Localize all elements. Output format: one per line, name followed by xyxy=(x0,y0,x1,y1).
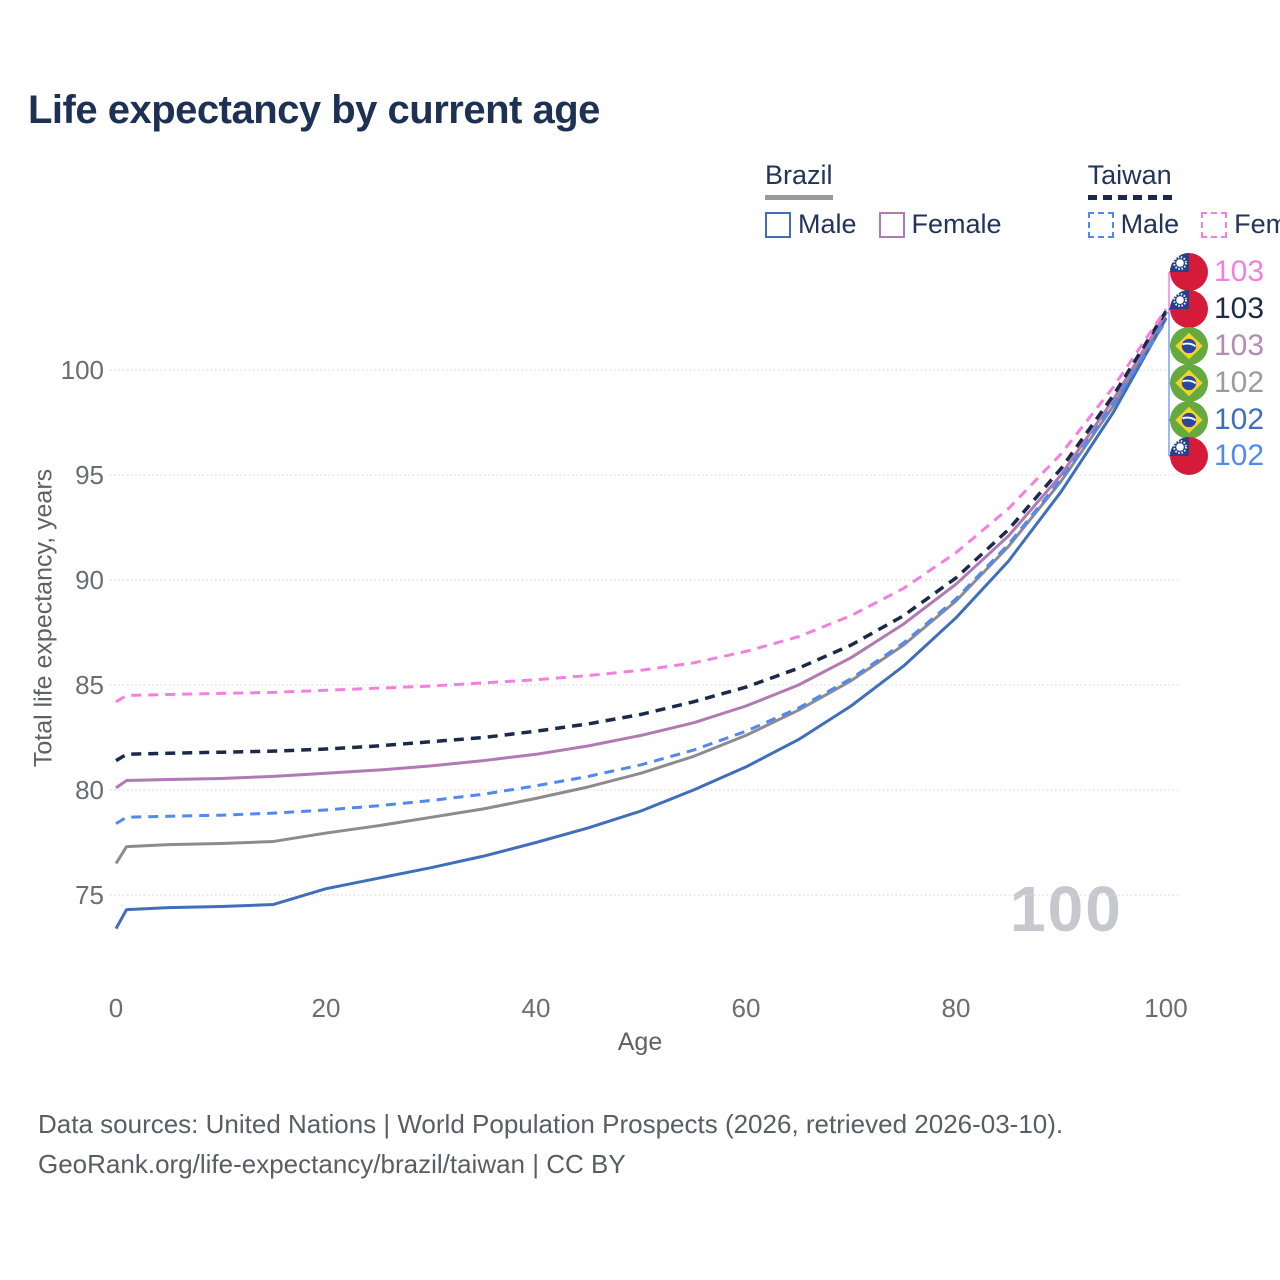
brazil-female-swatch xyxy=(878,211,905,238)
brazil-flag-icon xyxy=(1170,327,1208,365)
series-end-label: 103 xyxy=(1170,253,1264,291)
legend-title-taiwan[interactable]: Taiwan xyxy=(1087,160,1172,200)
y-tick-label: 90 xyxy=(75,565,104,595)
y-tick-label: 100 xyxy=(60,355,104,385)
x-tick-label: 80 xyxy=(941,993,971,1023)
legend-item-taiwan-male[interactable]: Male xyxy=(1087,209,1179,240)
footer-line2: GeoRank.org/life-expectancy/brazil/taiwa… xyxy=(38,1149,626,1179)
legend-title-brazil[interactable]: Brazil xyxy=(765,160,833,200)
age-counter-watermark: 100 xyxy=(1010,873,1123,945)
series-line-taiwan-male[interactable] xyxy=(115,319,1168,825)
series-end-label: 102 xyxy=(1170,401,1264,439)
x-tick-label: 60 xyxy=(731,993,761,1023)
taiwan-male-swatch xyxy=(1087,211,1114,238)
series-line-brazil-female[interactable] xyxy=(115,312,1168,790)
taiwan-line-sample xyxy=(1087,195,1172,200)
taiwan-female-swatch xyxy=(1201,211,1228,238)
x-axis-title: Age xyxy=(617,1028,663,1056)
legend-item-brazil-female[interactable]: Female xyxy=(878,209,1002,240)
x-tick-label: 40 xyxy=(521,993,551,1023)
data-source-footer: Data sources: United Nations | World Pop… xyxy=(38,1104,1063,1184)
series-line-brazil-male[interactable] xyxy=(114,317,1168,930)
y-axis-title: Total life expectancy, years xyxy=(29,468,58,768)
series-end-label: 102 xyxy=(1170,364,1264,402)
legend-group-taiwan: Taiwan Male Female xyxy=(1087,160,1280,240)
legend-item-brazil-male[interactable]: Male xyxy=(765,209,857,240)
brazil-flag-icon xyxy=(1170,401,1208,439)
taiwan-flag-icon xyxy=(1170,253,1208,291)
page-title: Life expectancy by current age xyxy=(28,88,600,132)
series-line-taiwan-female[interactable] xyxy=(115,308,1168,704)
brazil-line-sample xyxy=(765,195,833,200)
y-tick-label: 85 xyxy=(75,670,104,700)
y-tick-label: 75 xyxy=(75,880,104,910)
legend-item-taiwan-female[interactable]: Female xyxy=(1201,209,1280,240)
taiwan-flag-icon xyxy=(1170,290,1208,328)
series-end-label: 103 xyxy=(1170,327,1264,365)
legend-group-brazil: Brazil Male Female xyxy=(765,160,1002,240)
series-end-label: 102 xyxy=(1170,437,1264,475)
x-tick-label: 100 xyxy=(1144,993,1188,1023)
x-tick-label: 0 xyxy=(108,993,124,1023)
y-tick-label: 80 xyxy=(75,775,104,805)
legend: Brazil Male Female Taiwan xyxy=(765,160,1280,240)
footer-line1: Data sources: United Nations | World Pop… xyxy=(38,1109,1064,1139)
brazil-flag-icon xyxy=(1170,364,1208,402)
series-end-label: 103 xyxy=(1170,290,1264,328)
y-tick-label: 95 xyxy=(75,460,104,490)
taiwan-flag-icon xyxy=(1170,437,1208,475)
x-tick-label: 20 xyxy=(311,993,341,1023)
brazil-male-swatch xyxy=(765,211,791,238)
series-line-taiwan-both[interactable] xyxy=(115,310,1168,763)
series-line-brazil-both[interactable] xyxy=(114,316,1168,865)
